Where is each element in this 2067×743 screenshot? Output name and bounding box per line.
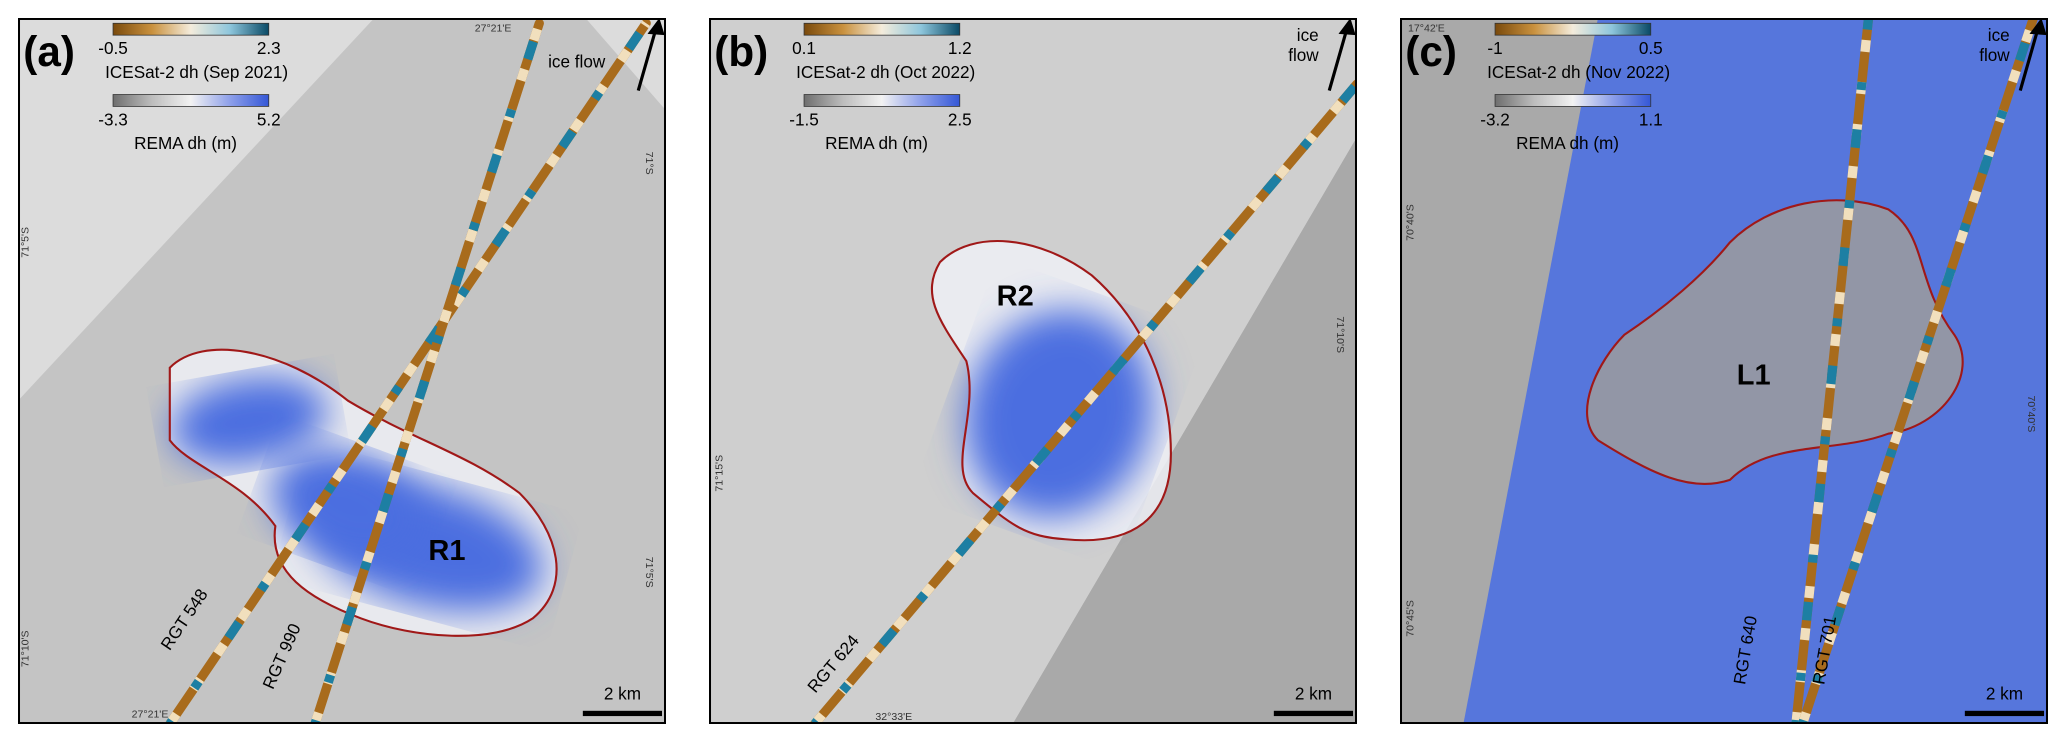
colorbar	[112, 94, 270, 107]
coordinate-label: 70°40'S	[2025, 396, 2037, 433]
ice-flow-label: flow	[1288, 45, 1319, 65]
colorbar-min: -3.2	[1480, 109, 1510, 129]
flow-arrowhead	[1338, 18, 1356, 36]
coordinate-label: 17°42'E	[1408, 22, 1445, 34]
track-seg	[165, 20, 650, 724]
flow-arrowhead	[2029, 18, 2047, 36]
map	[18, 18, 666, 724]
scale-bar	[1964, 710, 2045, 717]
map	[1400, 18, 2048, 724]
colorbar-title: ICESat-2 dh (Oct 2022)	[796, 62, 975, 82]
colorbar-max: 5.2	[257, 109, 281, 129]
lake-interior	[1587, 200, 1963, 485]
ice-flow-label: ice flow	[548, 51, 606, 71]
ice-flow-label: ice	[1297, 25, 1319, 45]
colorbar-min: -3.3	[98, 109, 128, 129]
coordinate-label: 27°21'E	[132, 709, 169, 721]
coordinate-label: 70°45'S	[1404, 600, 1416, 637]
coordinate-label: 71°15'S	[713, 455, 725, 492]
panel-label: (a)	[23, 28, 75, 75]
region-label: R1	[428, 535, 465, 567]
colorbar-max: 1.1	[1639, 109, 1663, 129]
region-label: L1	[1737, 360, 1771, 392]
colorbar-title: ICESat-2 dh (Sep 2021)	[105, 62, 288, 82]
colorbar-min: -0.5	[98, 38, 128, 58]
colorbar-min: -1	[1487, 38, 1502, 58]
coordinate-label: 70°40'S	[1404, 204, 1416, 241]
scale-label: 2 km	[1295, 683, 1332, 703]
colorbar	[1494, 94, 1652, 107]
colorbar-title: REMA dh (m)	[134, 133, 237, 153]
ice-flow-label: ice	[1988, 25, 2010, 45]
colorbar-title: REMA dh (m)	[825, 133, 928, 153]
scale-label: 2 km	[604, 683, 641, 703]
uplift-blob	[170, 376, 328, 465]
colorbar-min: -1.5	[789, 109, 819, 129]
ice-flow-label: flow	[1979, 45, 2010, 65]
track-seg	[165, 20, 650, 724]
lake-outline	[168, 348, 558, 637]
uplift-blob	[271, 449, 425, 563]
lake-outline	[930, 239, 1172, 542]
colorbar-max: 2.3	[257, 38, 281, 58]
flow-arrow	[636, 25, 659, 92]
coordinate-label: 27°21'E	[475, 22, 512, 34]
colorbar-max: 1.2	[948, 38, 972, 58]
track-seg	[811, 80, 1357, 724]
track-seg	[1791, 18, 1874, 724]
colorbar-max: 2.5	[948, 109, 972, 129]
coordinate-label: 71°10'S	[20, 630, 32, 667]
colorbar-title: REMA dh (m)	[1516, 133, 1619, 153]
uplift-blob	[964, 309, 1153, 519]
colorbar-title: ICESat-2 dh (Nov 2022)	[1487, 62, 1670, 82]
panel-b: (b) 0.1 1.2 ICESat-2 dh (Oct 2022) -1.5 2.5 RE…	[709, 18, 1357, 724]
coordinate-label: 71°5'S	[20, 227, 32, 258]
colorbar-max: 0.5	[1639, 38, 1663, 58]
scale-bar	[1273, 710, 1354, 717]
coordinate-label: 71°S	[643, 152, 655, 175]
panel-frame	[18, 18, 666, 724]
flow-arrow	[2018, 25, 2041, 92]
colorbar	[112, 22, 270, 36]
coordinate-label: 71°10'S	[1334, 316, 1346, 353]
colorbar	[803, 94, 961, 107]
colorbar	[803, 22, 961, 36]
colorbar	[1494, 22, 1652, 36]
colorbar-min: 0.1	[792, 38, 816, 58]
coordinate-label: 71°5'S	[643, 557, 655, 588]
region-label: R2	[997, 280, 1034, 312]
panel-frame	[709, 18, 1357, 724]
panel-a: (a) -0.5 2.3 ICESat-2 dh (Sep 2021) -3.3 5.2 R…	[18, 18, 666, 724]
scale-label: 2 km	[1986, 683, 2023, 703]
track	[1797, 18, 2039, 724]
panel-frame	[1400, 18, 2048, 724]
flow-arrow	[1327, 25, 1350, 92]
panel-label: (c)	[1405, 28, 1457, 75]
panel-label: (b)	[714, 28, 768, 75]
scale-bar	[582, 710, 663, 717]
coordinate-label: 32°33'E	[875, 711, 912, 723]
map	[709, 18, 1357, 724]
flow-arrowhead	[647, 18, 665, 36]
panel-c: (c) -1 0.5 ICESat-2 dh (Nov 2022) -3.2 1.1 REM…	[1400, 18, 2048, 724]
track-seg	[310, 21, 544, 724]
